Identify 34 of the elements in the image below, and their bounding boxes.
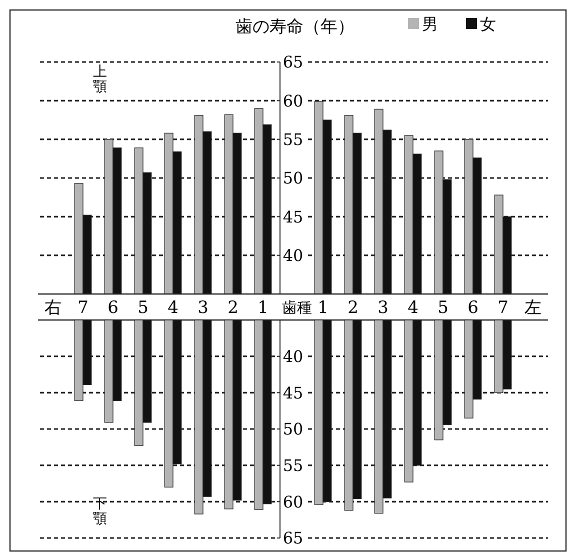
chart-title: 歯の寿命（年） <box>236 17 354 37</box>
x-tick-label: 6 <box>468 298 478 318</box>
y-tick-label: 55 <box>282 130 304 149</box>
y-tick-label: 50 <box>282 420 304 439</box>
x-tick-label: 7 <box>78 298 88 318</box>
x-tick-label: 4 <box>168 298 178 318</box>
x-tick-label: 5 <box>138 298 148 318</box>
y-tick-label: 45 <box>282 207 304 226</box>
y-tick-label: 65 <box>282 52 304 72</box>
y-tick-label: 40 <box>282 346 304 366</box>
y-tick-label: 50 <box>282 168 304 188</box>
y-tick-label: 45 <box>282 383 304 402</box>
x-tick-label: 7 <box>498 298 508 318</box>
x-tick-label: 歯種 <box>282 298 312 316</box>
x-tick-label: 5 <box>438 298 448 318</box>
x-tick-label: 1 <box>318 298 328 318</box>
legend-label: 女 <box>480 14 496 34</box>
y-tick-label: 40 <box>282 246 304 265</box>
x-tick-label: 2 <box>348 298 358 318</box>
y-tick-label: 60 <box>282 91 304 110</box>
x-tick-label: 右 <box>44 298 62 318</box>
x-tick-label: 3 <box>198 298 208 318</box>
x-tick-label: 4 <box>408 298 418 318</box>
x-tick-label: 3 <box>378 298 388 318</box>
y-axis-title: 下顎 <box>93 496 107 527</box>
x-tick-label: 2 <box>228 298 238 318</box>
y-tick-label: 65 <box>282 528 304 548</box>
y-tick-label: 55 <box>282 456 304 475</box>
x-tick-label: 1 <box>258 298 268 318</box>
y-tick-label: 60 <box>282 492 304 512</box>
legend-label: 男 <box>422 14 438 34</box>
x-tick-label: 6 <box>108 298 118 318</box>
x-tick-label: 左 <box>524 298 542 318</box>
y-axis-title: 上顎 <box>93 64 107 95</box>
